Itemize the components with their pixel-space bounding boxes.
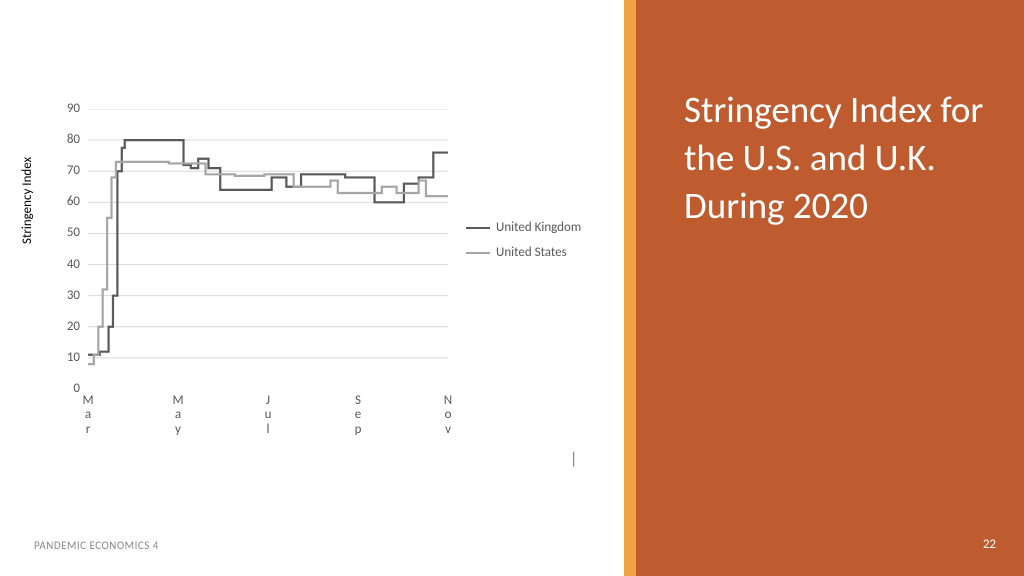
x-tick-label: Sep [348,394,368,437]
chart-legend: United Kingdom United States [466,220,581,270]
legend-label: United Kingdom [496,220,581,235]
x-tick-label: Nov [438,394,458,437]
slide-title: Stringency Index for the U.S. and U.K. D… [684,86,984,230]
accent-strip [624,0,636,576]
y-tick-label: 50 [54,225,80,240]
y-tick-label: 30 [54,288,80,303]
y-tick-label: 20 [54,319,80,334]
text-cursor-icon: | [570,450,577,469]
page-number: 22 [983,537,996,552]
title-panel: Stringency Index for the U.S. and U.K. D… [636,0,1024,576]
y-axis-label: Stringency Index [20,157,35,244]
y-tick-label: 60 [54,194,80,209]
slide: Stringency Index 0 10 20 30 40 50 60 70 80 90 Mar… [0,0,1024,576]
y-tick-label: 80 [54,132,80,147]
x-tick-label: Jul [258,394,278,437]
left-panel: Stringency Index 0 10 20 30 40 50 60 70 80 90 Mar… [0,0,624,576]
legend-item-us: United States [466,245,581,260]
chart-plot-area [88,109,448,389]
legend-swatch-icon [466,227,490,229]
legend-label: United States [496,245,567,260]
x-axis-ticks: MarMayJulSepNov [88,394,448,454]
x-tick-label: Mar [78,394,98,437]
legend-item-uk: United Kingdom [466,220,581,235]
legend-swatch-icon [466,252,490,254]
y-tick-label: 10 [54,350,80,365]
stringency-chart: Stringency Index 0102030405060708090 Mar… [26,104,596,464]
x-tick-label: May [168,394,188,437]
footer-text: PANDEMIC ECONOMICS 4 [34,539,159,552]
y-axis-ticks: 0 10 20 30 40 50 60 70 80 90 [54,104,84,394]
y-tick-label: 90 [54,101,80,116]
y-tick-label: 0 [54,381,80,396]
y-tick-label: 40 [54,257,80,272]
y-tick-label: 70 [54,163,80,178]
